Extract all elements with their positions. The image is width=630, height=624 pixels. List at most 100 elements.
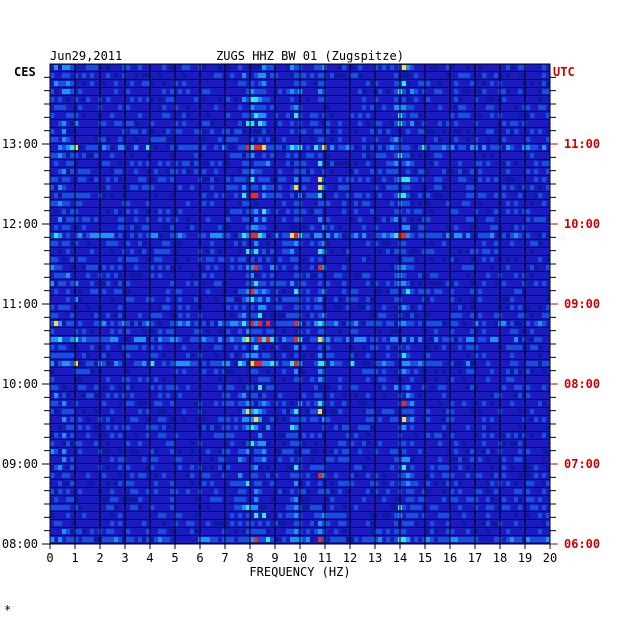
heatmap-cell xyxy=(62,121,67,126)
heatmap-cell xyxy=(74,97,79,102)
heatmap-cell xyxy=(410,513,415,518)
heatmap-cell xyxy=(410,321,415,326)
heatmap-cell xyxy=(234,177,239,182)
heatmap-cell xyxy=(422,417,427,422)
heatmap-cell xyxy=(406,153,411,158)
heatmap-cell xyxy=(378,129,383,134)
heatmap-cell xyxy=(326,361,331,366)
heatmap-cell xyxy=(418,201,423,206)
heatmap-cell xyxy=(190,225,195,230)
heatmap-cell xyxy=(318,401,323,406)
heatmap-cell xyxy=(402,265,407,270)
heatmap-cell xyxy=(326,241,331,246)
heatmap-cell xyxy=(266,321,271,326)
heatmap-cell xyxy=(218,449,223,454)
heatmap-cell xyxy=(66,529,71,534)
heatmap-cell xyxy=(434,321,439,326)
heatmap-cell xyxy=(242,193,247,198)
heatmap-cell xyxy=(190,145,195,150)
heatmap-cell xyxy=(314,505,319,510)
heatmap-cell xyxy=(514,337,519,342)
heatmap-cell xyxy=(294,369,299,374)
heatmap-cell xyxy=(270,345,275,350)
heatmap-cell xyxy=(226,161,231,166)
heatmap-cell xyxy=(290,113,295,118)
heatmap-cell xyxy=(466,449,471,454)
heatmap-cell xyxy=(394,105,399,110)
heatmap-cell xyxy=(442,465,447,470)
heatmap-cell xyxy=(222,393,227,398)
heatmap-cell xyxy=(118,225,123,230)
heatmap-cell xyxy=(102,289,107,294)
heatmap-cell xyxy=(418,289,423,294)
heatmap-cell xyxy=(310,353,315,358)
heatmap-cell xyxy=(218,337,223,342)
heatmap-cell xyxy=(222,457,227,462)
heatmap-cell xyxy=(410,521,415,526)
x-tick-label: 1 xyxy=(71,551,78,565)
heatmap-cell xyxy=(494,177,499,182)
heatmap-cell xyxy=(482,441,487,446)
heatmap-cell xyxy=(58,353,63,358)
heatmap-cell xyxy=(414,177,419,182)
heatmap-cell xyxy=(402,233,407,238)
heatmap-cell xyxy=(354,209,359,214)
heatmap-cell xyxy=(230,385,235,390)
heatmap-cell xyxy=(438,321,443,326)
heatmap-cell xyxy=(86,537,91,542)
heatmap-cell xyxy=(474,249,479,254)
heatmap-cell xyxy=(242,81,247,86)
heatmap-cell xyxy=(102,473,107,478)
heatmap-cell xyxy=(410,441,415,446)
heatmap-cell xyxy=(58,121,63,126)
heatmap-cell xyxy=(82,169,87,174)
heatmap-cell xyxy=(410,313,415,318)
heatmap-cell xyxy=(226,369,231,374)
heatmap-cell xyxy=(326,217,331,222)
heatmap-cell xyxy=(418,497,423,502)
heatmap-cell xyxy=(494,393,499,398)
heatmap-cell xyxy=(542,481,547,486)
heatmap-cell xyxy=(386,89,391,94)
heatmap-cell xyxy=(290,73,295,78)
heatmap-cell xyxy=(114,289,119,294)
heatmap-cell xyxy=(470,457,475,462)
heatmap-cell xyxy=(294,377,299,382)
heatmap-cell xyxy=(78,257,83,262)
heatmap-cell xyxy=(126,377,131,382)
heatmap-cell xyxy=(66,337,71,342)
heatmap-cell xyxy=(526,113,531,118)
heatmap-cell xyxy=(462,377,467,382)
heatmap-cell xyxy=(86,153,91,158)
heatmap-cell xyxy=(402,441,407,446)
heatmap-cell xyxy=(186,145,191,150)
heatmap-cell xyxy=(58,273,63,278)
heatmap-cell xyxy=(110,169,115,174)
heatmap-cell xyxy=(450,233,455,238)
heatmap-cell xyxy=(238,153,243,158)
heatmap-cell xyxy=(338,129,343,134)
heatmap-cell xyxy=(222,193,227,198)
heatmap-cell xyxy=(542,313,547,318)
heatmap-cell xyxy=(442,129,447,134)
heatmap-cell xyxy=(346,457,351,462)
heatmap-cell xyxy=(66,73,71,78)
heatmap-cell xyxy=(122,73,127,78)
heatmap-cell xyxy=(350,73,355,78)
heatmap-cell xyxy=(230,137,235,142)
heatmap-cell xyxy=(74,537,79,542)
heatmap-cell xyxy=(114,121,119,126)
heatmap-cell xyxy=(102,449,107,454)
heatmap-cell xyxy=(542,201,547,206)
heatmap-cell xyxy=(318,153,323,158)
heatmap-cell xyxy=(174,241,179,246)
heatmap-cell xyxy=(378,153,383,158)
heatmap-cell xyxy=(254,529,259,534)
heatmap-cell xyxy=(466,537,471,542)
heatmap-cell xyxy=(254,73,259,78)
heatmap-cell xyxy=(178,305,183,310)
heatmap-cell xyxy=(174,249,179,254)
heatmap-cell xyxy=(342,201,347,206)
heatmap-cell xyxy=(438,137,443,142)
heatmap-cell xyxy=(354,385,359,390)
